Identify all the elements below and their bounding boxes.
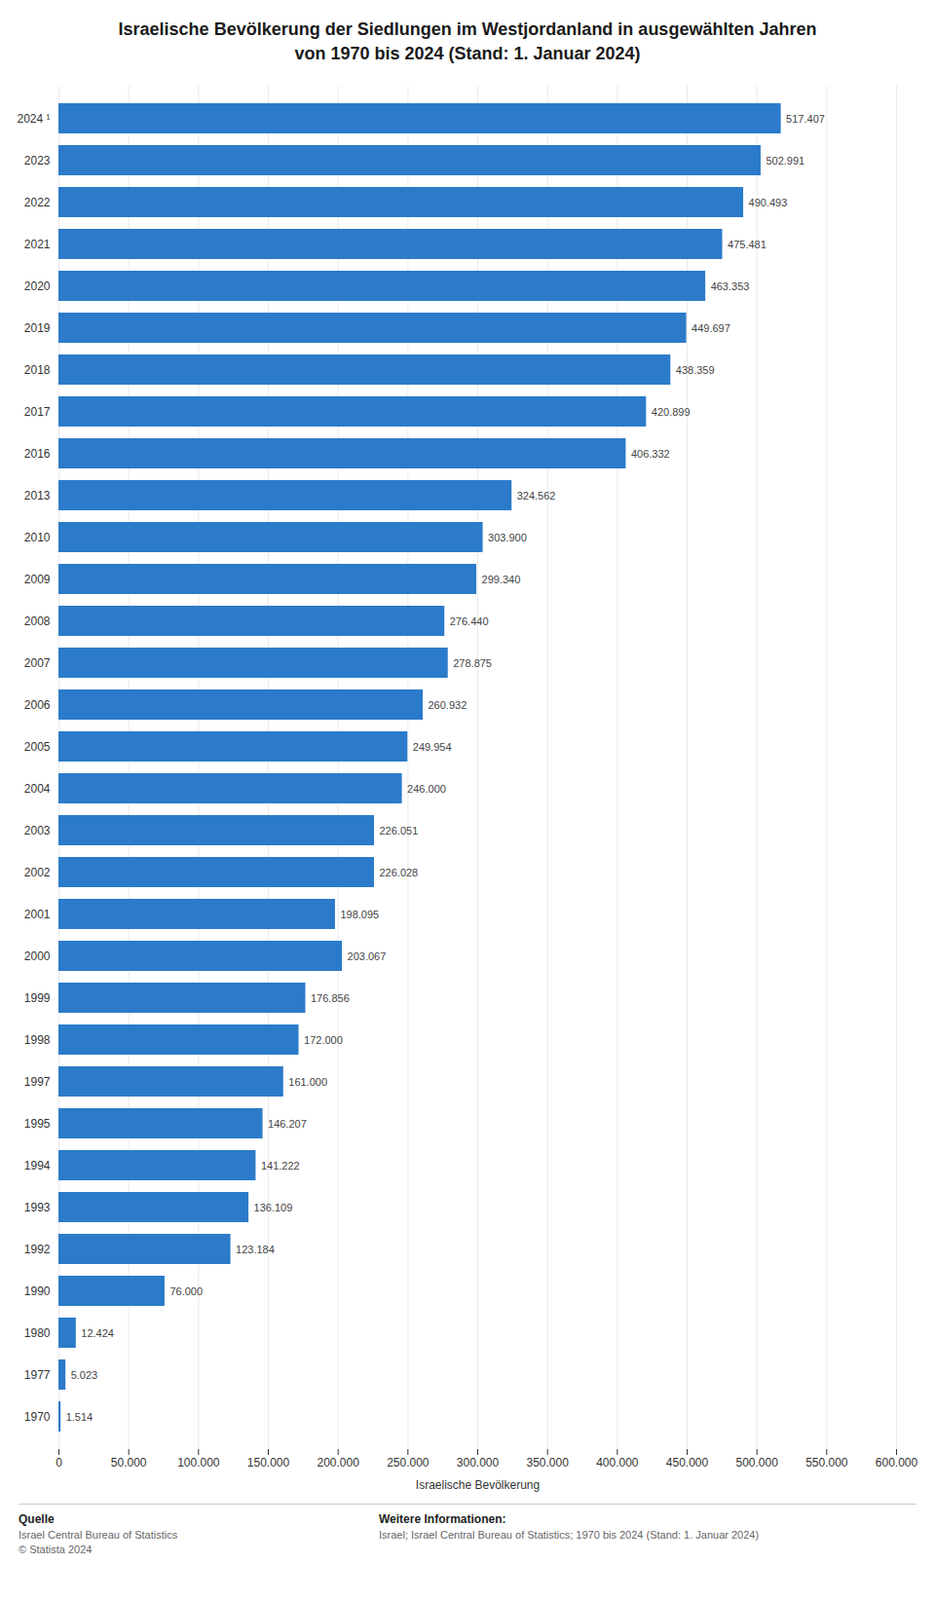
svg-text:2005: 2005 [24, 740, 51, 754]
svg-text:226.051: 226.051 [379, 824, 419, 837]
svg-text:198.095: 198.095 [339, 908, 379, 921]
svg-text:250.000: 250.000 [386, 1456, 430, 1470]
svg-text:1992: 1992 [24, 1242, 51, 1257]
svg-text:2013: 2013 [24, 488, 51, 503]
svg-text:2021: 2021 [24, 237, 51, 252]
svg-text:226.028: 226.028 [378, 866, 418, 879]
svg-text:1990: 1990 [24, 1284, 51, 1299]
svg-text:2017: 2017 [24, 405, 51, 419]
svg-text:278.875: 278.875 [452, 657, 492, 670]
svg-text:1980: 1980 [24, 1326, 51, 1341]
svg-text:260.932: 260.932 [428, 699, 468, 711]
svg-text:203.067: 203.067 [347, 950, 387, 963]
svg-text:406.332: 406.332 [631, 448, 671, 460]
svg-text:2010: 2010 [24, 530, 51, 545]
svg-text:1995: 1995 [24, 1117, 51, 1131]
svg-text:2003: 2003 [24, 823, 51, 838]
svg-text:490.493: 490.493 [748, 196, 788, 209]
html-text:Israelische Bevölkerung der Si: Israelische Bevölkerung der Siedlungen i… [118, 19, 817, 64]
svg-text:1.514: 1.514 [66, 1411, 94, 1423]
svg-text:136.109: 136.109 [254, 1201, 294, 1214]
svg-text:5.023: 5.023 [71, 1369, 99, 1382]
svg-text:0: 0 [55, 1456, 63, 1470]
svg-text:1970: 1970 [24, 1410, 51, 1424]
svg-text:172.000: 172.000 [303, 1034, 343, 1047]
svg-text:50.000: 50.000 [111, 1456, 148, 1470]
svg-text:146.207: 146.207 [267, 1118, 307, 1130]
svg-text:299.340: 299.340 [482, 573, 522, 586]
svg-text:1977: 1977 [24, 1368, 51, 1383]
svg-text:1993: 1993 [24, 1200, 51, 1215]
html-text:© Statista 2024: © Statista 2024 [18, 1544, 92, 1556]
svg-text:2020: 2020 [24, 279, 51, 294]
svg-text:2022: 2022 [24, 195, 51, 210]
svg-text:276.440: 276.440 [449, 615, 489, 628]
svg-text:550.000: 550.000 [805, 1456, 849, 1470]
svg-text:2023: 2023 [24, 153, 51, 168]
svg-text:2001: 2001 [24, 907, 51, 922]
svg-text:2018: 2018 [24, 363, 51, 377]
svg-text:463.353: 463.353 [710, 280, 750, 293]
svg-text:246.000: 246.000 [407, 783, 447, 795]
svg-text:76.000: 76.000 [169, 1285, 203, 1298]
svg-text:100.000: 100.000 [177, 1456, 221, 1470]
svg-text:2019: 2019 [24, 321, 51, 336]
html-text:Israel; Israel Central Bureau: Israel; Israel Central Bureau of Statist… [378, 1529, 759, 1542]
svg-text:12.424: 12.424 [80, 1327, 114, 1340]
svg-text:Israelische Bevölkerung: Israelische Bevölkerung [415, 1478, 540, 1493]
svg-text:438.359: 438.359 [675, 364, 715, 376]
svg-text:2024 ¹: 2024 ¹ [16, 112, 50, 126]
svg-text:176.856: 176.856 [310, 992, 350, 1005]
svg-text:1999: 1999 [24, 991, 51, 1006]
svg-text:350.000: 350.000 [525, 1456, 569, 1470]
svg-text:500.000: 500.000 [735, 1456, 779, 1470]
html-text:Israel Central Bureau of Stati: Israel Central Bureau of Statistics [18, 1529, 178, 1542]
svg-text:502.991: 502.991 [765, 154, 805, 167]
svg-text:150.000: 150.000 [247, 1456, 291, 1470]
svg-text:2007: 2007 [24, 656, 51, 671]
svg-text:1994: 1994 [24, 1159, 51, 1173]
svg-text:161.000: 161.000 [288, 1076, 328, 1088]
svg-text:200.000: 200.000 [316, 1456, 360, 1470]
svg-text:2016: 2016 [24, 447, 51, 461]
svg-text:2004: 2004 [24, 782, 51, 796]
html-text:Quelle: Quelle [18, 1512, 55, 1527]
svg-text:303.900: 303.900 [487, 531, 527, 544]
html-text:Weitere Informationen:: Weitere Informationen: [378, 1512, 506, 1527]
svg-text:475.481: 475.481 [727, 238, 767, 251]
svg-text:2008: 2008 [24, 614, 51, 629]
svg-text:420.899: 420.899 [651, 406, 691, 418]
svg-text:449.697: 449.697 [691, 322, 731, 335]
svg-text:517.407: 517.407 [785, 112, 825, 125]
svg-text:2002: 2002 [24, 865, 51, 880]
svg-text:300.000: 300.000 [456, 1456, 500, 1470]
svg-text:249.954: 249.954 [412, 741, 452, 753]
svg-text:400.000: 400.000 [596, 1456, 639, 1470]
svg-text:2000: 2000 [24, 949, 51, 964]
svg-text:2006: 2006 [24, 698, 51, 712]
svg-text:141.222: 141.222 [261, 1159, 300, 1172]
svg-text:1998: 1998 [24, 1033, 51, 1048]
svg-text:600.000: 600.000 [875, 1456, 919, 1470]
svg-text:324.562: 324.562 [517, 489, 557, 502]
svg-text:2009: 2009 [24, 572, 51, 587]
svg-text:123.184: 123.184 [235, 1243, 275, 1256]
svg-text:1997: 1997 [24, 1075, 51, 1089]
svg-text:450.000: 450.000 [666, 1456, 710, 1470]
